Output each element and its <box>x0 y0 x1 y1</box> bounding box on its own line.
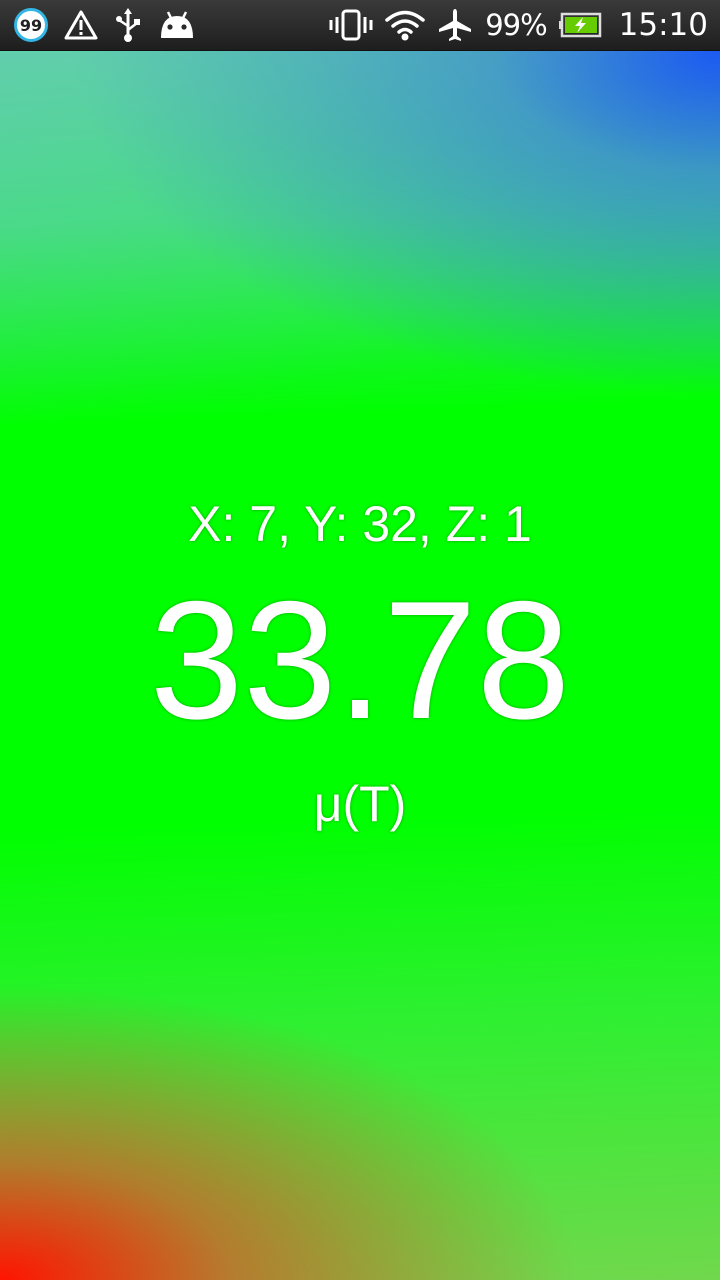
status-bar: 99 <box>0 0 720 51</box>
notification-count-icon[interactable]: 99 <box>14 8 48 42</box>
field-magnitude: 33.78 <box>149 566 571 754</box>
field-unit: μ(T) <box>313 776 407 832</box>
clock: 15:10 <box>618 7 708 43</box>
status-bar-left: 99 <box>14 0 196 50</box>
battery-percent: 99% <box>485 8 547 42</box>
notification-count: 99 <box>19 15 43 35</box>
gradient-haze <box>0 51 720 1280</box>
airplane-icon[interactable] <box>437 7 473 43</box>
battery-charging-icon[interactable] <box>558 12 603 38</box>
warning-icon[interactable] <box>64 10 98 40</box>
wifi-icon[interactable] <box>385 9 425 41</box>
magnetic-field-background: X: 7, Y: 32, Z: 1 33.78 μ(T) <box>0 51 720 1280</box>
status-bar-right: 99% 15:10 <box>329 0 708 50</box>
vibrate-icon[interactable] <box>329 9 373 41</box>
android-debug-icon[interactable] <box>158 10 196 40</box>
axes-readout: X: 7, Y: 32, Z: 1 <box>188 496 532 552</box>
usb-icon[interactable] <box>114 8 142 42</box>
